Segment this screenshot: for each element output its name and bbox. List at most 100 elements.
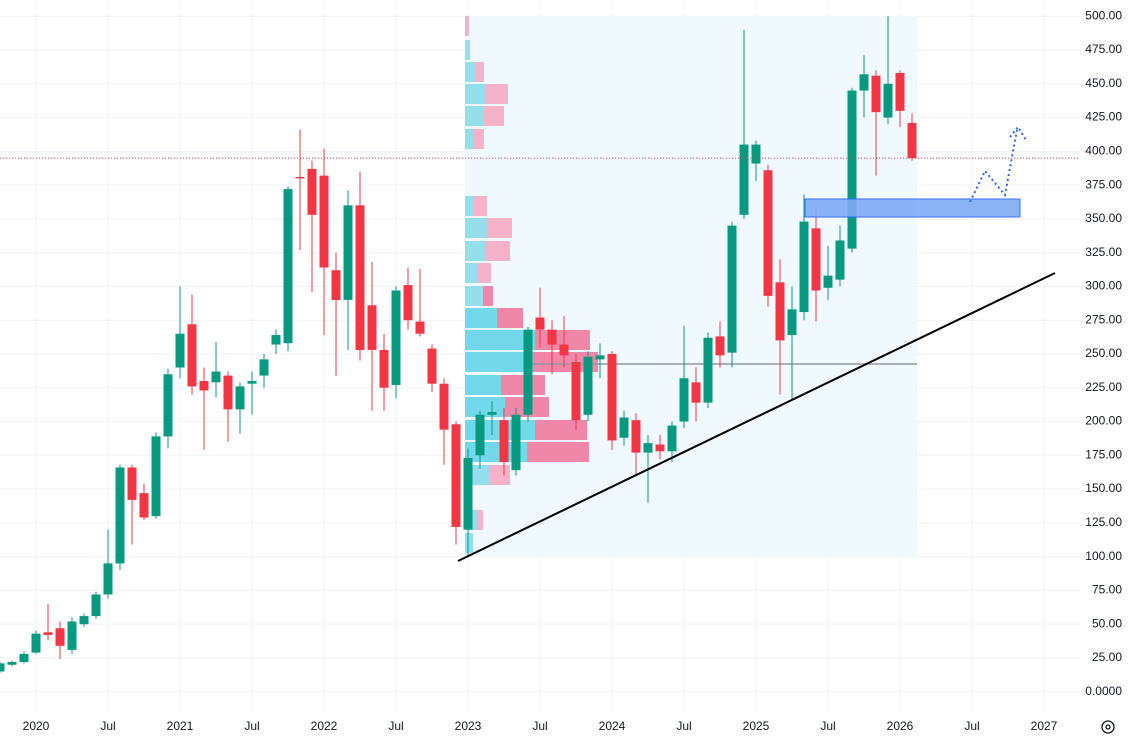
candle-body [367, 305, 377, 350]
projection-path [969, 129, 1018, 203]
candle-body [835, 240, 845, 280]
candle-body [679, 378, 689, 422]
vp-bar [465, 106, 483, 126]
y-tick-label: 225.00 [1085, 380, 1122, 394]
candle-body [751, 144, 761, 164]
vp-bar [465, 286, 483, 306]
volume-profile-area [465, 16, 917, 556]
candle-body [355, 205, 365, 350]
candle-body [799, 221, 809, 313]
settings-gear-center[interactable] [1105, 724, 1111, 730]
candle-body [115, 467, 125, 564]
x-tick-label: 2022 [311, 719, 338, 733]
candle-body [67, 621, 77, 650]
x-tick-label: 2023 [455, 719, 482, 733]
candle-body [703, 337, 713, 403]
y-tick-label: 125.00 [1085, 515, 1122, 529]
candle-body [319, 175, 329, 268]
candle-body [187, 324, 197, 387]
y-tick-label: 275.00 [1085, 312, 1122, 326]
candle-body [691, 382, 701, 403]
candle-body [475, 414, 485, 456]
settings-gear[interactable] [1101, 720, 1115, 734]
vp-bar [465, 533, 473, 553]
candle-body [643, 443, 653, 453]
candle-body [883, 83, 893, 118]
candle-body [127, 467, 137, 500]
candles [0, 16, 1080, 673]
y-tick-label: 325.00 [1085, 245, 1122, 259]
x-tick-label: Jul [820, 719, 835, 733]
vp-bar [535, 420, 587, 440]
candle-body [55, 628, 65, 646]
y-tick-label: 425.00 [1085, 110, 1122, 124]
candle-body [79, 616, 89, 625]
candle-body [235, 386, 245, 410]
vp-bar [483, 286, 493, 306]
candle-body [655, 444, 665, 452]
y-tick-label: 200.00 [1085, 414, 1122, 428]
vp-bar [465, 84, 485, 104]
vp-bar [465, 16, 469, 36]
x-tick-label: 2027 [1031, 719, 1058, 733]
x-tick-label: Jul [388, 719, 403, 733]
y-tick-label: 175.00 [1085, 447, 1122, 461]
vp-bar [497, 308, 523, 328]
candle-body [259, 359, 269, 376]
settings-icon[interactable] [1101, 720, 1115, 734]
vp-bar [465, 40, 470, 60]
x-tick-label: 2024 [599, 719, 626, 733]
candle-body [859, 74, 869, 91]
candle-body [427, 348, 437, 384]
candle-body [511, 414, 521, 471]
candle-body [667, 425, 677, 452]
vp-bar [465, 352, 533, 372]
y-tick-label: 300.00 [1085, 279, 1122, 293]
candle-body [535, 317, 545, 330]
y-tick-label: 75.00 [1092, 583, 1122, 597]
candle-body [763, 170, 773, 296]
candle-body [379, 349, 389, 388]
candle-body [163, 374, 173, 437]
vp-bar [465, 330, 535, 350]
vp-bar [465, 241, 485, 261]
candle-body [391, 290, 401, 386]
candle-body [559, 344, 569, 356]
candle-body [547, 329, 557, 345]
candle-body [247, 380, 257, 384]
candle-body [0, 663, 5, 672]
vp-bar [465, 129, 473, 149]
candle-body [343, 205, 353, 300]
vp-bar [473, 129, 484, 149]
candle-body [607, 353, 617, 441]
y-tick-label: 450.00 [1085, 76, 1122, 90]
candle-body [91, 594, 101, 617]
candle-body [775, 282, 785, 341]
candle-body [7, 662, 17, 665]
candle-body [151, 436, 161, 517]
candle-body [895, 72, 905, 111]
y-tick-label: 375.00 [1085, 177, 1122, 191]
x-tick-label: Jul [244, 719, 259, 733]
candle-body [571, 362, 581, 421]
vp-bar [475, 62, 484, 82]
vp-bar [465, 263, 478, 283]
candle-body [451, 424, 461, 527]
candle-body [487, 412, 497, 415]
candle-body [739, 144, 749, 215]
vp-bar [465, 196, 474, 216]
candle-body [595, 355, 605, 360]
candle-body [103, 563, 113, 595]
candle-body [787, 309, 797, 336]
y-tick-label: 50.00 [1092, 616, 1122, 630]
candle-body [823, 275, 833, 288]
candle-body [19, 653, 29, 663]
projection-arrowhead [1009, 125, 1027, 141]
vp-bar [465, 218, 487, 238]
x-tick-label: Jul [100, 719, 115, 733]
candle-body [403, 285, 413, 321]
candle-body [715, 336, 725, 356]
vp-bar [533, 352, 598, 372]
vp-bar [465, 397, 505, 417]
